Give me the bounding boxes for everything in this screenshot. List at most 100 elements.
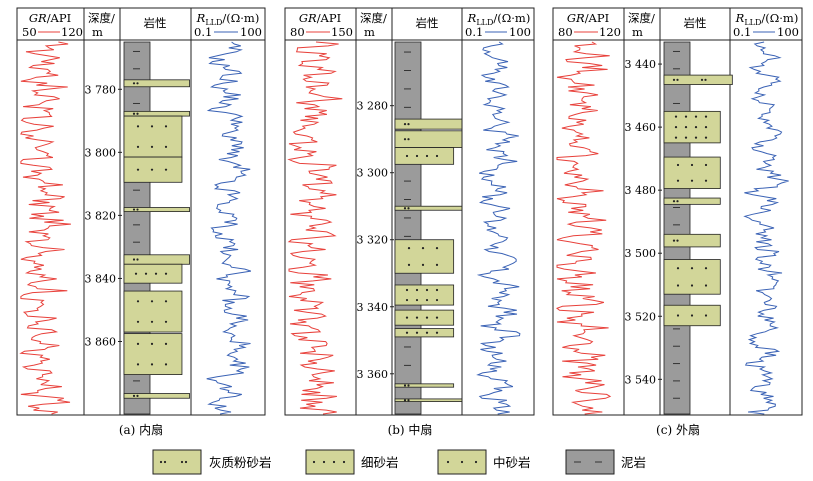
sand-dot [415, 331, 419, 334]
depth-tick-label: 3 360 [357, 368, 389, 381]
bed-silty [394, 398, 463, 402]
sand-dot [184, 460, 188, 464]
sand-dot [425, 316, 429, 319]
caption-c: (c) 外扇 [656, 422, 700, 437]
sand-dot [704, 163, 708, 167]
sand-dot [180, 460, 184, 464]
bed-silty [394, 383, 455, 388]
sand-dot [421, 263, 425, 266]
sand-dot [676, 284, 680, 287]
sand-dot [690, 163, 694, 167]
panel-b-frame [284, 7, 535, 416]
lithology-column [123, 41, 190, 415]
sand-dot [150, 168, 154, 171]
depth-ticks: 3 780 3 800 3 820 3 840 3 860 [85, 83, 122, 348]
sand-dot [435, 316, 439, 319]
gr-max: 120 [599, 25, 621, 39]
sand-dot [159, 460, 163, 464]
sand-dot [164, 125, 168, 128]
legend-label-mud: 泥岩 [621, 455, 646, 470]
bed-medium [123, 115, 183, 158]
depth-title: 深度/ [88, 11, 115, 25]
depth-tick-label: 3 500 [625, 247, 657, 260]
sand-dot [435, 154, 439, 158]
gr-title: GR/API [567, 11, 609, 25]
depth-tick-label: 3 800 [85, 146, 117, 159]
sand-dot [407, 247, 411, 250]
sand-dot [312, 460, 316, 464]
sand-dot [132, 208, 136, 211]
panel-a: GR/API 50 120 深度/ m 岩性 RLLD/(Ω·m) 0.1 10… [16, 7, 266, 437]
depth-ticks: 3 280 3 300 3 320 3 340 3 360 [357, 100, 394, 381]
sand-dot [425, 331, 429, 334]
bed-silty [123, 207, 190, 213]
sand-dot [674, 136, 678, 139]
rlld-max: 100 [777, 25, 799, 39]
sand-dot [136, 82, 139, 85]
sand-dot [446, 460, 450, 464]
sand-dot [704, 78, 707, 81]
sand-dot [704, 126, 708, 129]
gr-curve [287, 41, 343, 415]
sand-dot [144, 272, 148, 275]
gr-curve [555, 41, 612, 415]
sand-dot [154, 272, 158, 275]
depth-ticks: 3 440 3 460 3 480 3 500 3 520 3 540 [625, 58, 662, 386]
sand-dot [132, 258, 136, 261]
rlld-curve [476, 41, 521, 415]
sand-dot [150, 342, 154, 345]
panel-c-frame [552, 7, 803, 416]
sand-dot [136, 168, 140, 171]
sand-dot [132, 394, 136, 397]
sand-dot [435, 247, 439, 250]
depth-tick-label: 3 300 [357, 167, 389, 180]
sand-dot [415, 316, 419, 319]
sand-dot [407, 263, 411, 266]
sand-dot [415, 154, 419, 158]
depth-tick-label: 3 460 [625, 121, 657, 134]
depth-tick-label: 3 860 [85, 335, 117, 348]
sand-dot [164, 363, 168, 366]
sand-dot [132, 82, 136, 85]
bed-silty [123, 79, 190, 88]
sand-dot [134, 272, 138, 275]
sand-dot [676, 163, 680, 167]
rlld-min: 0.1 [194, 25, 212, 39]
depth-title: 深度/ [628, 11, 655, 25]
sand-dot [150, 320, 154, 323]
bed-silty [663, 233, 721, 248]
sand-dot [403, 207, 407, 210]
sand-dot [694, 136, 698, 139]
sand-dot [425, 154, 429, 158]
panel-b: GR/API 80 150 深度/ m 岩性 RLLD/(Ω·m) 0.1 10… [284, 7, 535, 437]
sand-dot [435, 298, 439, 302]
sand-dot [704, 179, 708, 182]
sand-dot [694, 126, 698, 129]
sand-dot [415, 298, 419, 302]
sand-dot [164, 272, 168, 275]
bed-silty [663, 74, 733, 85]
mud-background [394, 41, 422, 415]
sand-dot [150, 363, 154, 366]
depth-tick-label: 3 520 [625, 310, 657, 323]
lith-title: 岩性 [684, 16, 707, 30]
sand-dot [435, 331, 439, 334]
sand-dot [704, 284, 708, 287]
legend-label-medium: 中砂岩 [493, 455, 531, 470]
legend-swatch-medium-dots [446, 460, 478, 464]
depth-tick-label: 3 340 [357, 301, 389, 314]
bed-silty [394, 205, 463, 211]
rlld-max: 100 [240, 25, 262, 39]
sand-dot [676, 314, 680, 317]
sand-dot [676, 179, 680, 182]
sand-dot [332, 460, 336, 464]
sand-dot [684, 136, 688, 139]
sand-dot [164, 300, 168, 303]
sand-dot [672, 200, 676, 203]
sand-dot [136, 300, 140, 303]
lithology-legend: 灰质粉砂岩 细砂岩 中砂岩 泥岩 [152, 449, 646, 475]
rlld-title: RLLD/(Ω·m) [467, 11, 531, 27]
sand-dot [136, 125, 140, 128]
sand-dot [403, 384, 407, 387]
sand-dot [150, 300, 154, 303]
